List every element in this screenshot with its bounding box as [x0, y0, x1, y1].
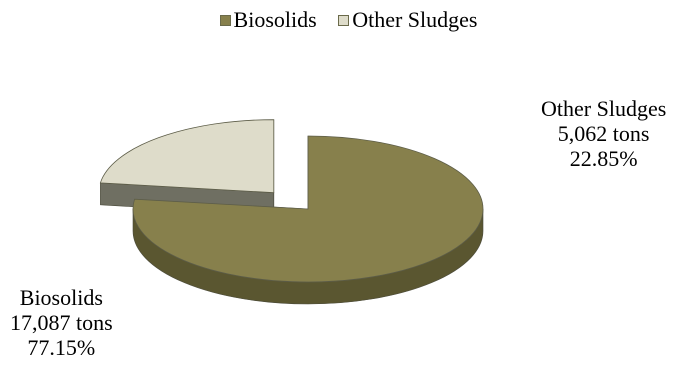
pie-tops	[99, 119, 484, 283]
legend: Biosolids Other Sludges	[0, 6, 697, 34]
legend-label-biosolids: Biosolids	[233, 7, 317, 32]
data-label-other-sludges-name: Other Sludges	[541, 96, 667, 121]
legend-swatch-other-sludges	[338, 15, 350, 26]
slice-other-sludges	[99, 119, 275, 194]
slice-biosolids	[132, 135, 484, 283]
data-label-other-sludges-value: 5,062 tons	[557, 121, 650, 146]
data-label-biosolids-percent: 77.15%	[27, 335, 96, 360]
legend-label-other-sludges: Other Sludges	[352, 7, 478, 32]
data-label-biosolids-name: Biosolids	[19, 285, 103, 310]
legend-item-biosolids: Biosolids	[219, 6, 317, 34]
data-label-biosolids-value: 17,087 tons	[10, 310, 113, 335]
legend-item-other-sludges: Other Sludges	[338, 6, 477, 34]
legend-swatch-biosolids	[219, 15, 231, 26]
data-label-other-sludges-percent: 22.85%	[569, 146, 638, 171]
data-label-biosolids: Biosolids 17,087 tons 77.15%	[10, 285, 113, 360]
data-label-other-sludges: Other Sludges 5,062 tons 22.85%	[541, 96, 666, 171]
